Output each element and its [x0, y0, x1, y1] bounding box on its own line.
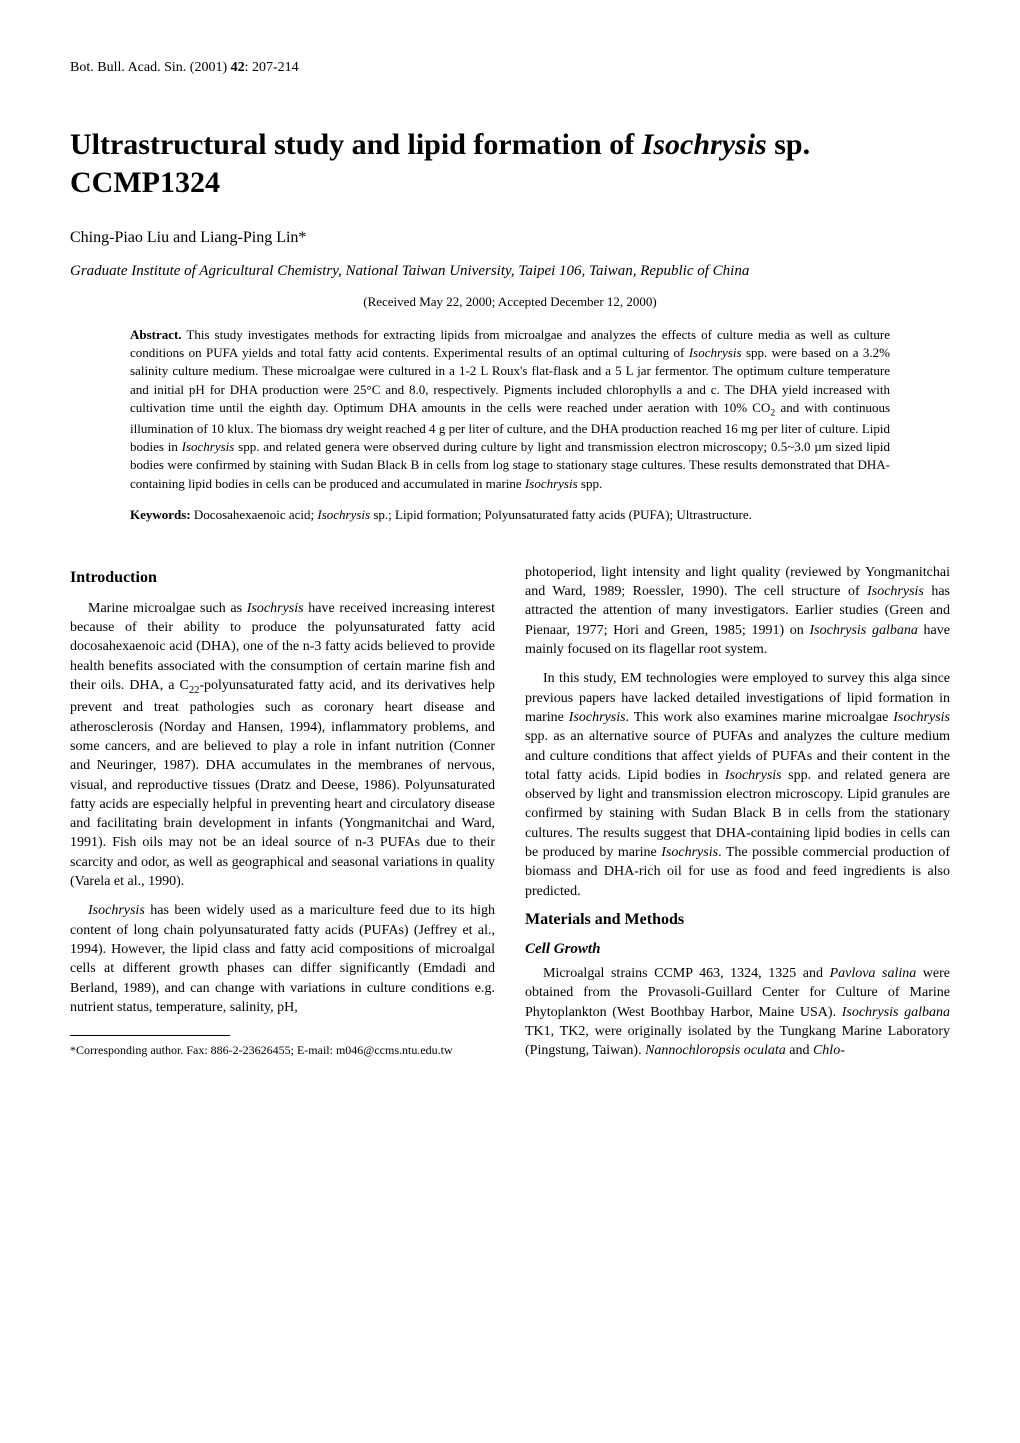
authors-line: Ching-Piao Liu and Liang-Ping Lin*	[70, 229, 950, 247]
methods-p1-sp4: Chlo-	[813, 1043, 845, 1058]
volume-number: 42	[231, 60, 245, 75]
two-column-body: Introduction Marine microalgae such as I…	[70, 563, 950, 1071]
intro-p1-t1: Marine microalgae such as	[88, 601, 247, 616]
title-species: Isochrysis	[642, 128, 767, 161]
intro-p1-t3: -polyunsaturated fatty acid, and its der…	[70, 678, 495, 889]
intro-p2: Isochrysis has been widely used as a mar…	[70, 901, 495, 1017]
corresponding-author-footnote: *Corresponding author. Fax: 886-2-236264…	[70, 1042, 495, 1058]
intro-p3-sp3: Isochrysis	[725, 768, 782, 783]
keywords-label: Keywords:	[130, 507, 191, 522]
keywords-t2: sp.; Lipid formation; Polyunsaturated fa…	[370, 507, 752, 522]
intro-p2c-sp1: Isochrysis	[867, 584, 924, 599]
methods-p1-sp3: Nannochloropsis oculata	[645, 1043, 786, 1058]
keywords-block: Keywords: Docosahexaenoic acid; Isochrys…	[70, 507, 950, 523]
article-title: Ultrastructural study and lipid formatio…	[70, 126, 950, 201]
right-column: photoperiod, light intensity and light q…	[525, 563, 950, 1071]
intro-p2-t1: has been widely used as a mariculture fe…	[70, 903, 495, 1015]
abstract-t5: spp.	[578, 476, 603, 491]
introduction-heading: Introduction	[70, 569, 495, 587]
intro-p3-sp1: Isochrysis	[569, 710, 626, 725]
keywords-t1: Docosahexaenoic acid;	[191, 507, 318, 522]
left-column: Introduction Marine microalgae such as I…	[70, 563, 495, 1071]
abstract-paragraph: Abstract. This study investigates method…	[130, 326, 890, 493]
dates-line: (Received May 22, 2000; Accepted Decembe…	[70, 294, 950, 310]
journal-name: Bot. Bull. Acad. Sin. (2001)	[70, 60, 231, 75]
title-pre: Ultrastructural study and lipid formatio…	[70, 128, 642, 161]
abstract-block: Abstract. This study investigates method…	[70, 326, 950, 493]
intro-p3-sp4: Isochrysis	[661, 845, 718, 860]
abstract-label: Abstract.	[130, 327, 182, 342]
page-range: : 207-214	[245, 60, 299, 75]
methods-p1-sp1: Pavlova salina	[830, 966, 917, 981]
methods-p1-sp2: Isochrysis galbana	[842, 1005, 950, 1020]
intro-p2-sp1: Isochrysis	[88, 903, 145, 918]
methods-p1-t1: Microalgal strains CCMP 463, 1324, 1325 …	[543, 966, 830, 981]
intro-p1: Marine microalgae such as Isochrysis hav…	[70, 599, 495, 892]
intro-p3-sp2: Isochrysis	[893, 710, 950, 725]
intro-p1-sub1: 22	[189, 685, 200, 696]
intro-p3: In this study, EM technologies were empl…	[525, 669, 950, 901]
keywords-sp1: Isochrysis	[317, 507, 370, 522]
affiliation-line: Graduate Institute of Agricultural Chemi…	[70, 263, 950, 280]
methods-p1-t4: and	[786, 1043, 813, 1058]
intro-p2-cont: photoperiod, light intensity and light q…	[525, 563, 950, 660]
abstract-sp2: Isochrysis	[182, 439, 235, 454]
intro-p3-t2: . This work also examines marine microal…	[626, 710, 894, 725]
intro-p2c-sp2: Isochrysis galbana	[810, 623, 918, 638]
keywords-paragraph: Keywords: Docosahexaenoic acid; Isochrys…	[130, 507, 890, 523]
intro-p1-sp1: Isochrysis	[247, 601, 304, 616]
cell-growth-subheading: Cell Growth	[525, 941, 950, 958]
methods-heading: Materials and Methods	[525, 911, 950, 929]
abstract-t4: spp. and related genera were observed du…	[130, 439, 890, 490]
journal-header: Bot. Bull. Acad. Sin. (2001) 42: 207-214	[70, 60, 950, 76]
abstract-sp1: Isochrysis	[689, 345, 742, 360]
methods-p1: Microalgal strains CCMP 463, 1324, 1325 …	[525, 964, 950, 1061]
abstract-sp3: Isochrysis	[525, 476, 578, 491]
footnote-separator	[70, 1035, 230, 1036]
